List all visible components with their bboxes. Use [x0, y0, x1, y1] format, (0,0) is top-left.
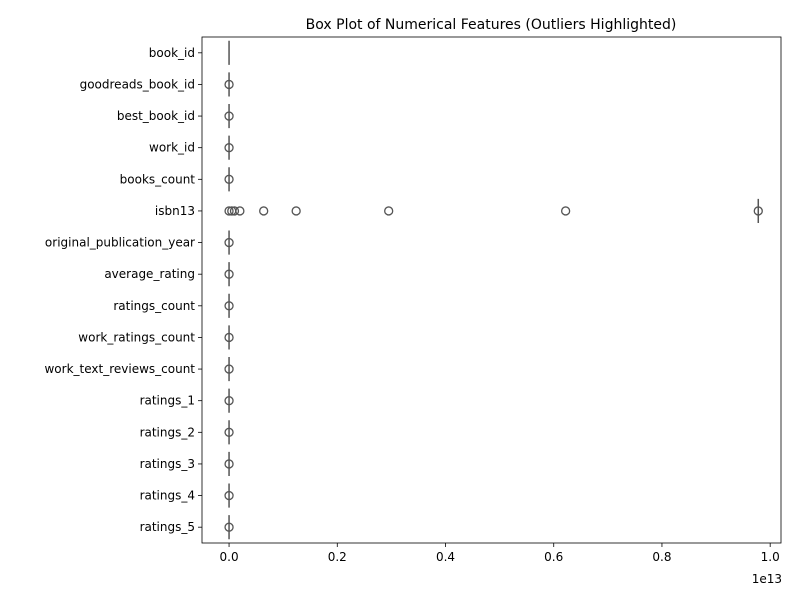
outlier-point [224, 427, 234, 437]
y-tick-label: ratings_count [113, 299, 195, 313]
y-tick-label: ratings_2 [140, 425, 195, 439]
x-tick-label: 0.2 [328, 550, 347, 564]
y-axis: book_id goodreads_book_id best_book_idwork… [44, 46, 202, 534]
y-tick-label: goodreads_book_id [80, 77, 195, 91]
y-tick-label: ratings_1 [140, 394, 195, 408]
x-tick-label: 0.6 [544, 550, 563, 564]
x-axis: 0.0 0.2 0.4 0.6 0.8 1.0 [220, 543, 780, 564]
outlier-point [224, 522, 234, 532]
outlier-point [384, 206, 394, 216]
outlier-point [224, 301, 234, 311]
outlier-point [224, 332, 234, 343]
feature-box [224, 325, 234, 350]
y-tick-label: isbn13 [155, 204, 195, 218]
outlier-point [224, 490, 234, 501]
feature-box [224, 293, 234, 318]
feature-box [224, 262, 234, 287]
x-tick-label: 0.0 [220, 550, 239, 564]
outlier-point [291, 206, 301, 216]
outlier-point [224, 459, 234, 469]
feature-box [224, 515, 234, 540]
y-tick-label: books_count [120, 172, 196, 186]
y-tick-label: ratings_4 [140, 489, 195, 503]
feature-box [224, 230, 234, 255]
y-tick-label: ratings_3 [140, 457, 195, 471]
outlier-point [753, 206, 763, 216]
outlier-point [229, 206, 240, 216]
plot-area [201, 36, 782, 544]
y-tick-label: book_id [149, 46, 195, 60]
feature-box [224, 72, 234, 97]
feature-box [224, 451, 234, 476]
y-tick-label: work_ratings_count [78, 330, 195, 344]
y-tick-label: original_publication_year [45, 236, 195, 250]
x-axis-scale-label: 1e13 [752, 572, 782, 586]
feature-box [224, 167, 234, 192]
outlier-point [224, 396, 234, 406]
feature-box [224, 420, 234, 445]
feature-box [224, 357, 234, 382]
outlier-point [560, 206, 571, 216]
outlier-point [224, 237, 234, 248]
y-tick-label: average_rating [104, 267, 195, 281]
outlier-point [224, 143, 234, 153]
y-tick-label: best_book_id [117, 109, 195, 123]
feature-box [224, 388, 234, 413]
outlier-point [224, 364, 234, 374]
feature-box [224, 104, 234, 129]
feature-box [224, 198, 763, 223]
outlier-point [224, 111, 234, 121]
y-tick-label: work_id [149, 141, 195, 155]
x-tick-label: 0.8 [652, 550, 671, 564]
outlier-point [259, 206, 269, 216]
feature-box [224, 483, 234, 508]
outlier-point [224, 269, 234, 279]
x-tick-label: 0.4 [436, 550, 455, 564]
x-tick-label: 1.0 [761, 550, 780, 564]
outlier-point [224, 206, 234, 216]
outlier-point [235, 206, 245, 216]
outlier-point [224, 174, 234, 184]
outlier-point [224, 79, 234, 90]
chart-title: Box Plot of Numerical Features (Outliers… [306, 17, 677, 33]
plot-frame [201, 36, 782, 544]
feature-box [224, 135, 234, 160]
y-tick-label: ratings_5 [140, 520, 195, 534]
y-tick-label: work_text_reviews_count [44, 362, 195, 376]
